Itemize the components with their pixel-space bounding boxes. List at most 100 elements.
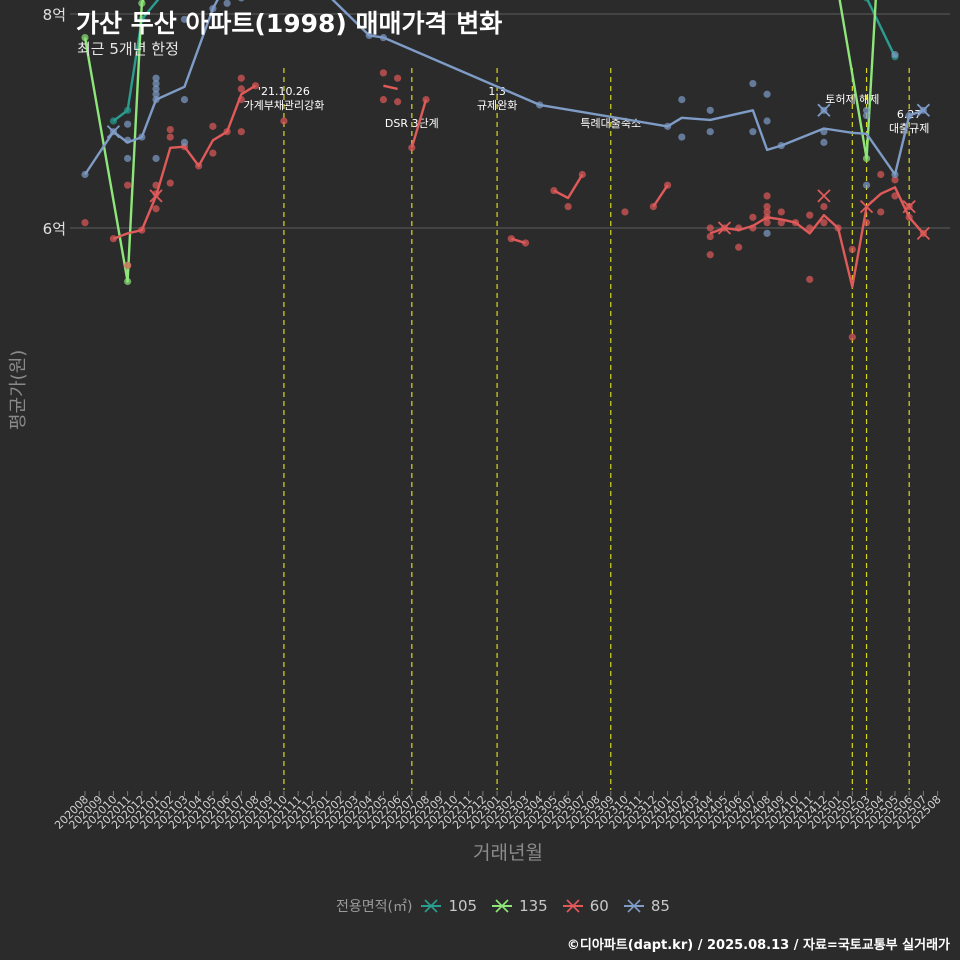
data-point-60	[237, 74, 245, 82]
cross-marker-60	[902, 199, 916, 214]
data-point-85	[706, 128, 714, 136]
data-point-85	[763, 90, 771, 98]
data-point-60	[735, 243, 743, 251]
data-point-60	[379, 69, 388, 77]
data-point-85	[152, 85, 160, 93]
cross-marker-85	[817, 103, 831, 117]
legend-swatch-icon	[421, 899, 442, 913]
data-point-85	[124, 154, 132, 163]
legend-title: 전용면적(㎡)	[336, 899, 413, 915]
data-point-60	[891, 192, 899, 200]
series-line-105	[112, 0, 897, 122]
data-point-60	[237, 128, 245, 136]
data-point-60	[124, 261, 132, 270]
series-line-60	[510, 237, 526, 245]
series-line-60	[383, 84, 398, 91]
series-line-60	[112, 84, 257, 240]
legend-swatch-icon	[492, 899, 513, 913]
data-point-85	[763, 117, 771, 125]
page-subtitle: 최근 5개년 한정	[77, 40, 179, 58]
y-tick-label: 8억	[43, 6, 66, 24]
legend: 전용면적(㎡) 105 135 60 85	[336, 896, 684, 916]
data-point-60	[166, 133, 174, 141]
data-point-85	[706, 106, 714, 114]
data-point-85	[862, 106, 871, 114]
data-point-85	[180, 138, 189, 146]
data-point-60	[521, 239, 530, 247]
series-line-135	[83, 0, 877, 283]
legend-item-85: 85	[623, 897, 670, 915]
cross-marker-85	[916, 103, 931, 117]
series-line-60	[652, 184, 669, 208]
page-title: 가산 두산 아파트(1998) 매매가격 변화	[76, 9, 503, 38]
cross-marker-60	[149, 189, 163, 203]
data-point-60	[621, 208, 629, 216]
data-point-60	[848, 333, 856, 341]
series-line-60	[410, 99, 428, 149]
x-axis-label: 거래년월	[473, 842, 543, 864]
y-axis-label: 평균가(원)	[8, 349, 29, 430]
data-point-60	[394, 74, 402, 82]
data-point-85	[763, 229, 771, 237]
legend-items: 105 135 60 85	[420, 897, 683, 915]
data-point-60	[237, 85, 245, 93]
series-line-85	[84, 0, 924, 176]
legend-label: 85	[650, 897, 670, 915]
data-point-60	[820, 219, 828, 227]
legend-swatch-icon	[562, 899, 583, 913]
data-point-85	[152, 90, 160, 98]
data-point-60	[706, 224, 714, 232]
data-point-60	[848, 245, 856, 253]
legend-swatch-icon	[623, 899, 644, 913]
data-point-85	[180, 96, 189, 104]
data-point-85	[152, 154, 160, 163]
data-point-85	[180, 15, 189, 23]
data-point-60	[280, 117, 288, 125]
data-point-60	[209, 122, 217, 130]
data-point-60	[507, 235, 515, 243]
cross-marker-85	[106, 125, 121, 139]
data-point-60	[806, 211, 814, 219]
data-point-60	[877, 170, 885, 179]
data-point-60	[166, 125, 174, 134]
data-point-85	[678, 96, 686, 104]
data-point-60	[763, 208, 771, 216]
cross-marker-60	[859, 199, 874, 214]
cross-marker-60	[916, 226, 931, 240]
legend-item-105: 105	[420, 897, 477, 915]
legend-label: 60	[589, 897, 609, 915]
data-point-60	[763, 219, 771, 227]
data-point-85	[223, 0, 231, 7]
data-point-60	[820, 203, 828, 211]
data-point-60	[777, 208, 785, 216]
data-point-60	[706, 251, 714, 259]
data-point-60	[891, 176, 899, 184]
data-point-85	[749, 79, 757, 88]
legend-label: 105	[448, 897, 478, 915]
series-line-60	[709, 186, 925, 289]
legend-item-60: 60	[562, 897, 609, 915]
data-point-85	[820, 138, 828, 146]
data-point-60	[209, 149, 217, 157]
data-point-60	[806, 275, 814, 283]
data-point-60	[763, 203, 771, 211]
data-point-60	[749, 213, 757, 221]
data-point-60	[564, 203, 572, 211]
data-point-60	[763, 192, 771, 200]
event-label: 토허제 해제	[825, 92, 879, 106]
data-point-85	[152, 74, 160, 82]
cross-marker-60	[817, 189, 831, 203]
data-point-85	[862, 181, 871, 189]
legend-label: 135	[519, 897, 548, 915]
legend-item-135: 135	[491, 897, 548, 915]
data-point-85	[124, 120, 132, 128]
data-point-60	[152, 205, 160, 213]
data-point-85	[678, 133, 686, 141]
data-point-60	[81, 219, 89, 227]
event-label: '21.10.26 가계부채관리강화	[243, 85, 324, 112]
data-point-60	[124, 181, 132, 189]
data-point-85	[238, 0, 245, 2]
data-point-85	[891, 51, 899, 59]
source-caption: ©디아파트(dapt.kr) / 2025.08.13 / 자료=국토교통부 실…	[566, 938, 950, 953]
